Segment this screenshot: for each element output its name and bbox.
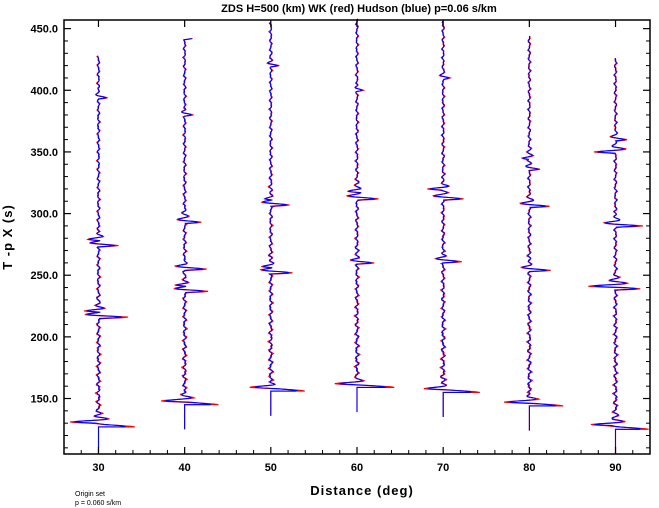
trace-wk-40 [160,37,219,430]
y-tick-label: 250.0 [30,270,58,282]
y-axis: 150.0 200.0 250.0 300.0 350.0 400.0 450.0 [30,24,650,449]
x-tick-label: 90 [609,462,621,474]
x-tick-label: 30 [92,462,104,474]
trace-hudson-70 [428,21,472,417]
trace-wk-60 [334,18,395,413]
p-note: p = 0.060 s/km [75,500,121,507]
trace-wk-90 [588,58,649,454]
x-tick-label: 40 [179,462,191,474]
x-tick-label: 50 [265,462,277,474]
x-tick-label: 80 [523,462,535,474]
origin-note: Origin set [75,491,105,498]
trace-hudson-40 [163,37,211,430]
trace-hudson-50 [254,22,299,416]
trace-hudson-90 [593,57,642,454]
trace-wk-50 [249,22,305,416]
y-tick-label: 200.0 [30,332,58,344]
y-tick-label: 450.0 [30,24,58,36]
trace-hudson-60 [339,18,387,413]
chart-title: ZDS H=500 (km) WK (red) Hudson (blue) p=… [221,3,497,15]
x-tick-label: 60 [351,462,363,474]
trace-hudson-30 [74,55,126,454]
y-axis-label: T -p X (s) [0,204,15,270]
trace-hudson-80 [508,35,557,431]
x-axis-label: Distance (deg) [310,483,414,498]
trace-wk-70 [423,20,480,417]
y-tick-label: 400.0 [30,85,58,97]
y-tick-label: 150.0 [30,394,58,406]
y-tick-label: 300.0 [30,209,58,221]
trace-wk-80 [504,35,564,431]
trace-wk-30 [69,55,135,454]
trace-group [69,18,649,454]
x-tick-label: 70 [437,462,449,474]
x-axis: 30 40 50 60 70 80 90 [80,20,634,474]
y-tick-label: 350.0 [30,147,58,159]
